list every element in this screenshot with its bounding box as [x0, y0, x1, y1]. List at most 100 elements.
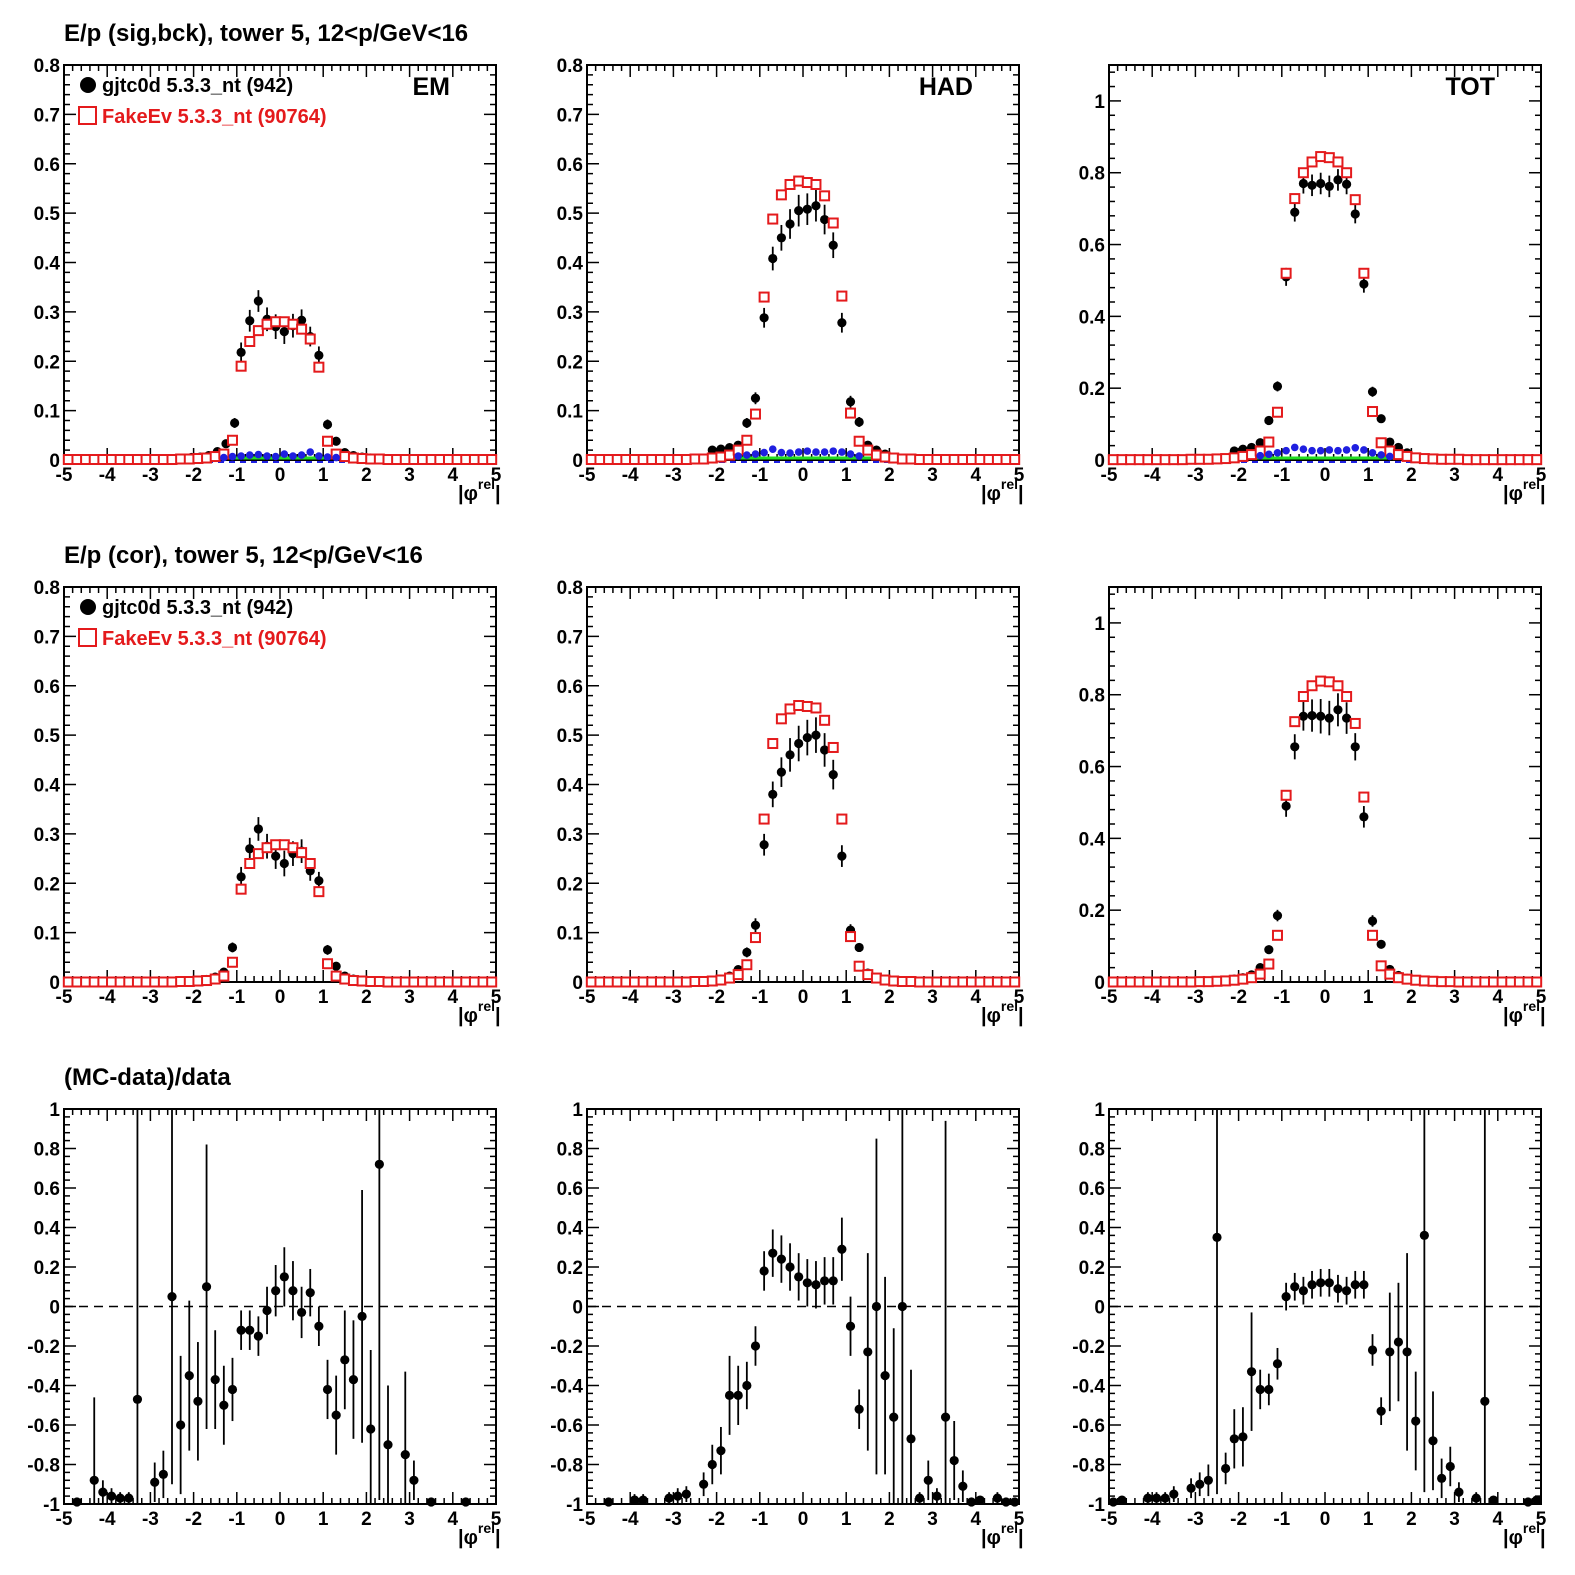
- mc-point: [853, 435, 865, 447]
- x-tick-label: -2: [1230, 465, 1247, 486]
- x-tick-label: -3: [1187, 465, 1204, 486]
- mc-point: [1349, 194, 1361, 206]
- data-point: [742, 947, 752, 957]
- legend-mc-marker: [78, 628, 97, 647]
- x-tick-label: -5: [579, 465, 596, 486]
- data-point: [176, 1420, 186, 1430]
- data-point: [932, 1491, 942, 1501]
- data-point: [1307, 710, 1317, 721]
- x-tick-label: -5: [56, 987, 73, 1008]
- y-tick-label: 0.2: [557, 1258, 583, 1279]
- y-tick-label: 0.4: [557, 776, 584, 797]
- y-tick-label: 0.6: [557, 1179, 583, 1200]
- data-point: [1367, 387, 1378, 397]
- y-tick-label: 1: [1094, 614, 1105, 635]
- data-point: [262, 1305, 272, 1316]
- data-point: [820, 1276, 830, 1286]
- mc-point: [1349, 717, 1361, 729]
- data-point: [716, 444, 726, 454]
- x-tick-label: -4: [622, 1509, 639, 1530]
- x-tick-label: 4: [448, 987, 459, 1008]
- y-tick-label: 0.5: [557, 726, 584, 747]
- data-point: [253, 1331, 263, 1341]
- data-point: [1246, 1367, 1257, 1377]
- blue-point: [297, 451, 306, 459]
- x-tick-label: -1: [1273, 465, 1290, 486]
- data-point: [340, 1355, 350, 1365]
- data-point: [1298, 1286, 1308, 1296]
- data-point: [1359, 279, 1369, 289]
- x-tick-label: -4: [622, 465, 639, 486]
- data-point: [828, 240, 838, 250]
- data-point: [1471, 1493, 1481, 1503]
- data-point: [975, 1495, 985, 1505]
- y-tick-label: 0.4: [34, 776, 61, 797]
- data-point: [768, 1248, 778, 1258]
- y-tick-label: 0.1: [34, 402, 61, 423]
- y-tick-label: 0.2: [34, 352, 60, 373]
- data-point: [1264, 415, 1274, 426]
- x-tick-label: 2: [361, 1509, 372, 1530]
- blue-point: [1282, 446, 1290, 455]
- mc-point: [1341, 691, 1353, 703]
- mc-point: [853, 960, 865, 972]
- data-point: [1350, 1280, 1360, 1290]
- y-tick-label: 0.4: [34, 254, 61, 275]
- data-point: [1272, 1359, 1283, 1369]
- data-point: [811, 730, 821, 740]
- x-tick-label: 1: [841, 1509, 852, 1530]
- data-point: [115, 1493, 125, 1503]
- mc-point: [1009, 454, 1021, 466]
- blue-point: [245, 451, 254, 459]
- y-tick-label: 0.1: [557, 402, 584, 423]
- x-tick-label: -2: [185, 1509, 202, 1530]
- y-tick-label: -0.4: [27, 1377, 60, 1398]
- x-tick-label: 2: [1406, 987, 1417, 1008]
- data-point: [1385, 437, 1395, 447]
- mc-point: [845, 931, 857, 943]
- mc-point: [322, 958, 334, 970]
- data-point: [1108, 1497, 1118, 1507]
- blue-point: [820, 448, 829, 456]
- x-axis-label: |φrel|: [458, 1520, 501, 1549]
- data-point: [1203, 1475, 1213, 1485]
- x-tick-label: -5: [579, 1509, 596, 1530]
- y-tick-label: 0.8: [1079, 686, 1105, 707]
- y-tick-label: 0.6: [1079, 758, 1105, 779]
- data-point: [1532, 1495, 1542, 1505]
- data-point: [1264, 1384, 1274, 1395]
- blue-point: [743, 451, 751, 459]
- data-point: [426, 1497, 436, 1507]
- x-tick-label: 3: [404, 987, 415, 1008]
- y-tick-label: 0.2: [1079, 1258, 1105, 1279]
- blue-point: [768, 445, 777, 453]
- mc-point: [1531, 454, 1543, 466]
- y-tick-label: 0.6: [1079, 236, 1105, 257]
- legend-data-label: gjtc0d 5.3.3_nt (942): [102, 75, 293, 97]
- x-tick-label: -4: [622, 987, 639, 1008]
- data-point: [245, 844, 255, 854]
- data-point: [638, 1495, 648, 1505]
- data-point: [331, 1410, 341, 1420]
- y-tick-label: 1: [1094, 92, 1105, 113]
- blue-point: [271, 452, 280, 461]
- data-point: [1342, 713, 1352, 723]
- x-tick-label: -3: [1187, 1509, 1204, 1530]
- data-point: [1151, 1493, 1162, 1503]
- mc-point: [226, 434, 238, 446]
- data-point: [1316, 711, 1326, 721]
- mc-point: [810, 178, 822, 190]
- x-tick-label: 3: [1449, 1509, 1460, 1530]
- blue-point: [1342, 446, 1351, 454]
- mc-point: [226, 956, 238, 968]
- mc-point: [252, 325, 264, 337]
- data-point: [193, 1396, 203, 1406]
- legend-data-label: gjtc0d 5.3.3_nt (942): [102, 597, 293, 619]
- y-tick-label: 1: [572, 1100, 583, 1121]
- y-tick-label: 0: [572, 973, 583, 994]
- data-point: [1419, 1230, 1429, 1240]
- data-point: [742, 418, 752, 428]
- data-point: [1411, 1416, 1421, 1426]
- mc-point: [836, 813, 848, 825]
- data-point: [366, 1424, 376, 1434]
